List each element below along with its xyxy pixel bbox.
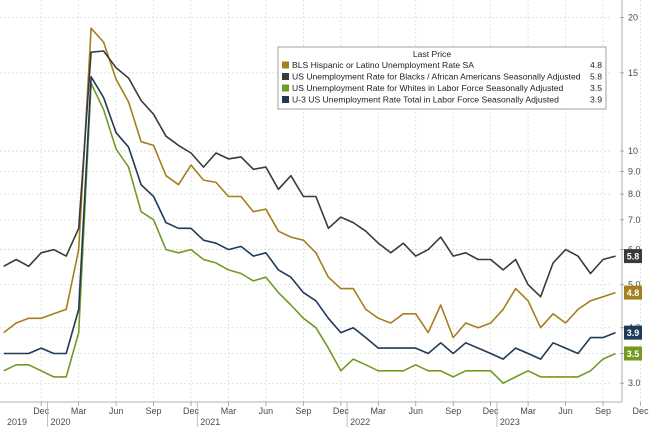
- year-label: 2019: [7, 417, 27, 427]
- last-price-badges: 4.8 5.8 3.5 3.9: [624, 249, 642, 361]
- x-tick-label: Jun: [408, 406, 423, 416]
- y-tick-label: 20: [628, 12, 638, 22]
- x-tick-label: Sep: [295, 406, 311, 416]
- x-tick-label: Mar: [371, 406, 387, 416]
- badge-value: 4.8: [627, 288, 640, 298]
- y-tick-label: 15: [628, 68, 638, 78]
- series-line-3: [3, 76, 616, 360]
- badge-box: [624, 346, 642, 361]
- series-line-2: [3, 82, 616, 385]
- legend-swatch: [282, 61, 289, 69]
- badge-value: 5.8: [627, 251, 640, 261]
- y-tick-label: 3.0: [628, 378, 641, 388]
- y-tick-label: 9.0: [628, 166, 641, 176]
- legend-label: BLS Hispanic or Latino Unemployment Rate…: [292, 60, 474, 70]
- legend-title: Last Price: [413, 49, 451, 59]
- legend-swatch: [282, 96, 289, 103]
- year-label: 2022: [350, 417, 370, 427]
- x-tick-label: Jun: [259, 406, 274, 416]
- y-tick-label: 10: [628, 146, 638, 156]
- legend-label: US Unemployment Rate for Blacks / Africa…: [292, 72, 581, 82]
- x-tick-label: Mar: [221, 406, 237, 416]
- legend-value: 4.8: [590, 60, 602, 70]
- x-tick-label: Dec: [33, 406, 50, 416]
- year-label: 2021: [200, 417, 220, 427]
- y-tick-label: 8.0: [628, 189, 641, 199]
- x-tick-label: Dec: [632, 406, 649, 416]
- last-price-badge-1: 5.8: [624, 249, 642, 264]
- x-tick-label: Sep: [595, 406, 611, 416]
- legend-value: 3.9: [590, 95, 602, 105]
- year-label: 2020: [50, 417, 70, 427]
- legend-swatch: [282, 84, 289, 92]
- badge-box: [624, 285, 642, 300]
- x-tick-label: Mar: [71, 406, 87, 416]
- legend-label: U-3 US Unemployment Rate Total in Labor …: [292, 95, 559, 105]
- y-tick-label: 5.0: [628, 280, 641, 290]
- grid: [0, 0, 641, 402]
- legend-value: 3.5: [590, 83, 602, 93]
- badge-value: 3.9: [627, 328, 640, 338]
- x-tick-label: Dec: [483, 406, 500, 416]
- legend-box: [277, 46, 607, 110]
- x-tick-label: Dec: [183, 406, 200, 416]
- last-price-badge-0: 4.8: [624, 285, 642, 300]
- x-tick-label: Sep: [445, 406, 461, 416]
- x-tick-label: Jun: [558, 406, 573, 416]
- series-layer: [3, 27, 616, 385]
- x-tick-label: Sep: [146, 406, 162, 416]
- last-price-badge-2: 3.5: [624, 346, 642, 361]
- x-tick-label: Dec: [333, 406, 350, 416]
- badge-box: [624, 249, 642, 264]
- last-price-badge-3: 3.9: [624, 325, 642, 340]
- series-line-0: [3, 27, 616, 339]
- x-tick-label: Jun: [109, 406, 124, 416]
- y-tick-label: 7.0: [628, 215, 641, 225]
- year-label: 2023: [500, 417, 520, 427]
- badge-box: [624, 325, 642, 340]
- series-line-1: [3, 50, 616, 298]
- badge-value: 3.5: [627, 349, 640, 359]
- legend-value: 5.8: [590, 72, 602, 82]
- x-tick-label: Mar: [520, 406, 536, 416]
- legend-swatch: [282, 73, 289, 80]
- legend-label: US Unemployment Rate for Whites in Labor…: [292, 83, 564, 93]
